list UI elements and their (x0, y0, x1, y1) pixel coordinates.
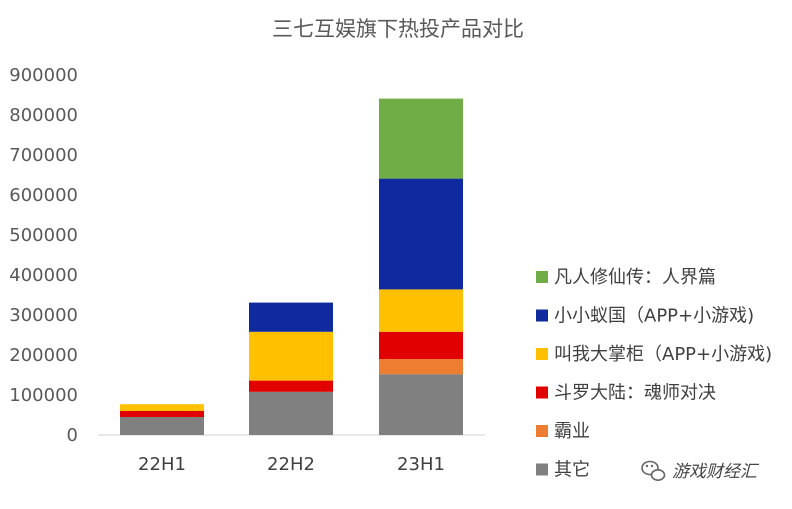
y-tick-label: 400000 (9, 265, 78, 286)
bar-segment (249, 391, 333, 435)
watermark: 游戏财经汇 (641, 460, 760, 482)
y-tick-label: 100000 (9, 385, 78, 406)
bar-segment (379, 374, 463, 435)
bars (120, 98, 463, 435)
legend-swatch (536, 309, 548, 322)
bar-segment (379, 359, 463, 375)
legend-label: 其它 (554, 460, 590, 481)
x-axis: 22H1 22H2 23H1 (138, 454, 445, 475)
bar-segment (249, 302, 333, 332)
legend-label: 凡人修仙传：人界篇 (554, 267, 716, 288)
y-tick-label: 900000 (9, 65, 78, 86)
x-tick-label: 22H1 (138, 454, 186, 475)
legend-swatch (536, 425, 548, 437)
y-tick-label: 200000 (9, 345, 78, 366)
legend-swatch (536, 463, 548, 476)
bar-segment (379, 98, 463, 179)
legend-swatch (536, 271, 548, 283)
y-tick-label: 500000 (9, 225, 78, 246)
bar-segment (120, 404, 204, 411)
y-tick-label: 300000 (9, 305, 78, 326)
bar-segment (379, 289, 463, 332)
legend-swatch (536, 348, 548, 360)
watermark-text: 游戏财经汇 (672, 462, 760, 482)
legend-label: 斗罗大陆：魂师对决 (554, 383, 716, 404)
legend-swatch (536, 386, 548, 399)
bar-segment (379, 331, 463, 359)
y-axis: 0 100000 200000 300000 400000 500000 600000 700… (9, 65, 78, 446)
legend-label: 叫我大掌柜（APP+小游戏) (554, 344, 772, 365)
legend-label: 霸业 (554, 421, 590, 442)
y-tick-label: 0 (67, 425, 78, 446)
y-tick-label: 800000 (9, 105, 78, 126)
x-tick-label: 23H1 (397, 454, 445, 475)
bar-segment (379, 178, 463, 290)
legend-label: 小小蚁国（APP+小游戏) (554, 306, 754, 327)
chart-title: 三七互娱旗下热投产品对比 (272, 17, 524, 41)
x-tick-label: 22H2 (267, 454, 315, 475)
wechat-icon (641, 460, 666, 481)
bar-segment (120, 411, 204, 417)
bar-segment (120, 417, 204, 435)
y-tick-label: 600000 (9, 185, 78, 206)
y-tick-label: 700000 (9, 145, 78, 166)
bar-segment (249, 331, 333, 381)
bar-segment (249, 380, 333, 392)
